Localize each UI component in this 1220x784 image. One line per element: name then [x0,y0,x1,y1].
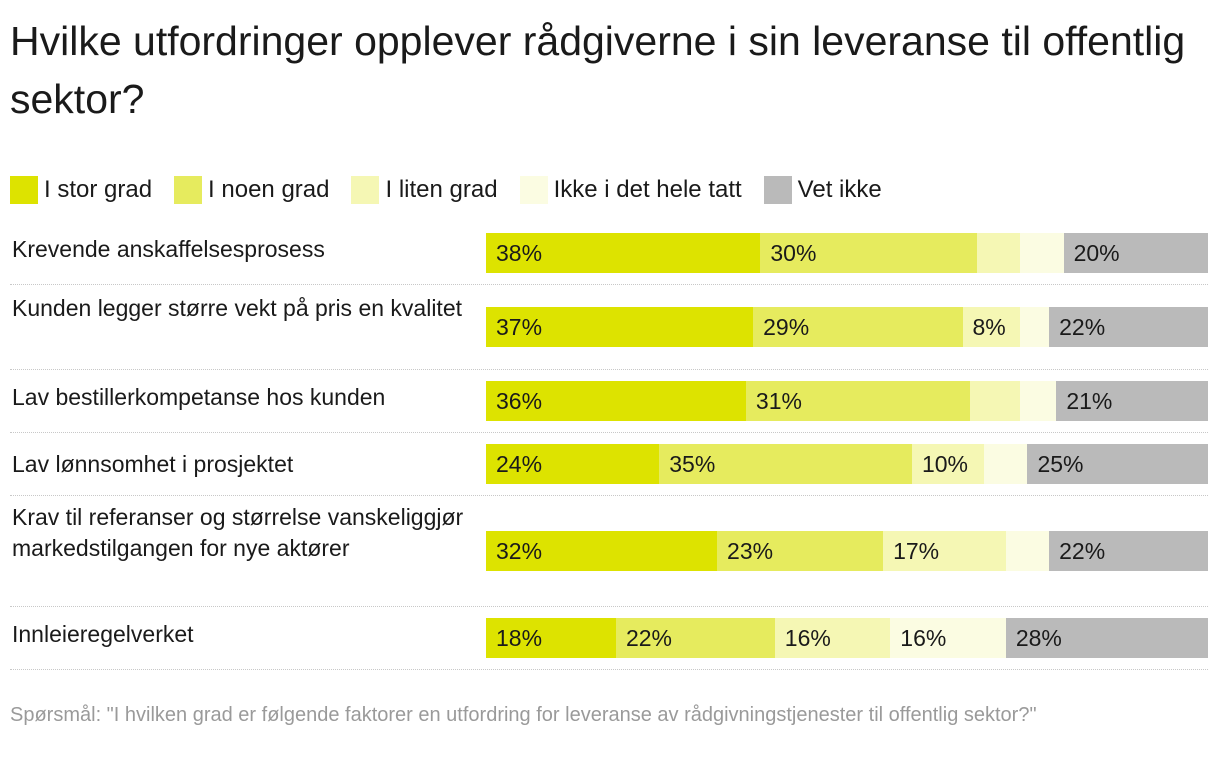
data-label: 24% [496,451,543,477]
category-label: Lav lønnsomhet i prosjektet [12,451,294,477]
legend-item: I stor grad [10,176,152,204]
bar-segment: 22% [615,618,775,658]
data-label: 18% [496,625,543,651]
data-label: 22% [1059,314,1106,340]
bar-segment [1020,381,1057,421]
bar-segment: 31% [745,381,970,421]
data-label: 30% [770,240,817,266]
bar-segment: 16% [774,618,891,658]
legend-label: Vet ikke [797,176,882,203]
chart-row: Innleieregelverket 18% 22% 16% 16% 28% [10,607,1208,670]
legend-swatch [763,176,792,204]
data-label: 35% [669,451,716,477]
bar-segment [1020,233,1064,273]
stacked-bar: 18% 22% 16% 16% 28% [486,618,1208,658]
data-label: 25% [1037,451,1084,477]
category-label: Krav til referanser og størrelse vanskel… [12,504,464,561]
legend-item: I noen grad [174,176,329,204]
legend-item: Vet ikke [763,176,882,204]
bar-segment: 21% [1056,381,1208,421]
bar-segment: 18% [486,618,616,658]
data-label: 22% [1059,538,1106,564]
chart-footnote: Spørsmål: "I hvilken grad er følgende fa… [10,704,1037,726]
bar-segment: 8% [962,307,1021,347]
stacked-bar: 36% 31% 21% [486,381,1208,421]
bar-segment [969,381,1021,421]
bar-segment: 28% [1005,618,1208,658]
stacked-bar: 38% 30% 20% [486,233,1208,273]
bar-segment: 24% [486,444,660,484]
data-label: 23% [727,538,774,564]
data-label: 22% [625,625,672,651]
data-label: 10% [921,451,968,477]
data-label: 17% [893,538,940,564]
chart-row: Lav lønnsomhet i prosjektet 24% 35% 10% 25% [10,433,1208,496]
legend-label: I noen grad [208,176,330,203]
data-label: 28% [1015,625,1062,651]
legend-swatch [10,176,38,204]
legend-item: I liten grad [351,176,498,204]
category-label: Lav bestillerkompetanse hos kunden [12,384,386,410]
bar-segment: 22% [1049,307,1208,347]
stacked-bar: 37% 29% 8% 22% [486,307,1208,347]
data-label: 38% [496,240,543,266]
legend-label: Ikke i det hele tatt [553,176,742,203]
bar-segment: 10% [911,444,985,484]
legend-swatch [351,176,380,204]
data-label: 31% [755,388,802,414]
bar-segment: 30% [760,233,977,273]
chart-title: Hvilke utfordringer opplever rådgiverne … [10,18,1186,122]
bar-segment: 20% [1063,233,1208,273]
data-label: 36% [496,388,543,414]
bar-segment: 32% [486,531,718,571]
chart-row: Kunden legger større vekt på pris en kva… [10,285,1208,370]
bar-segment [1020,307,1050,347]
stacked-bar: 32% 23% 17% 22% [486,531,1208,571]
category-label: Innleieregelverket [12,621,194,647]
legend-swatch [174,176,203,204]
data-label: 21% [1066,388,1113,414]
legend-item: Ikke i det hele tatt [519,176,742,204]
chart-row: Krav til referanser og størrelse vanskel… [10,496,1208,607]
stacked-bar: 24% 35% 10% 25% [486,444,1208,484]
bar-segment: 17% [883,531,1006,571]
legend-label: I stor grad [44,176,153,203]
chart-legend: I stor grad I noen grad I liten grad Ikke i… [10,174,904,206]
category-label: Krevende anskaffelsesprosess [12,236,325,262]
legend-swatch [519,176,548,204]
bar-segment: 36% [486,381,746,421]
legend-label: I liten grad [385,176,498,203]
data-label: 16% [900,625,947,651]
chart-row: Krevende anskaffelsesprosess 38% 30% 20% [10,222,1208,285]
data-label: 29% [763,314,810,340]
bar-segment: 23% [717,531,884,571]
bar-segment: 16% [890,618,1006,658]
bar-segment: 38% [486,233,761,273]
data-label: 20% [1073,240,1120,266]
data-label: 8% [972,314,1006,340]
bar-segment: 29% [753,307,963,347]
data-label: 16% [784,625,831,651]
bar-segment [1005,531,1050,571]
chart-plot-area: Krevende anskaffelsesprosess 38% 30% 20% Kun… [10,222,1208,670]
data-label: 32% [496,538,543,564]
bar-segment: 25% [1027,444,1208,484]
category-label: Kunden legger større vekt på pris en kva… [12,295,463,321]
bar-segment [976,233,1021,273]
bar-segment: 22% [1049,531,1208,571]
bar-segment: 37% [486,307,754,347]
data-label: 37% [496,314,543,340]
bar-segment [984,444,1028,484]
bar-segment: 35% [659,444,912,484]
chart-row: Lav bestillerkompetanse hos kunden 36% 31%… [10,370,1208,433]
